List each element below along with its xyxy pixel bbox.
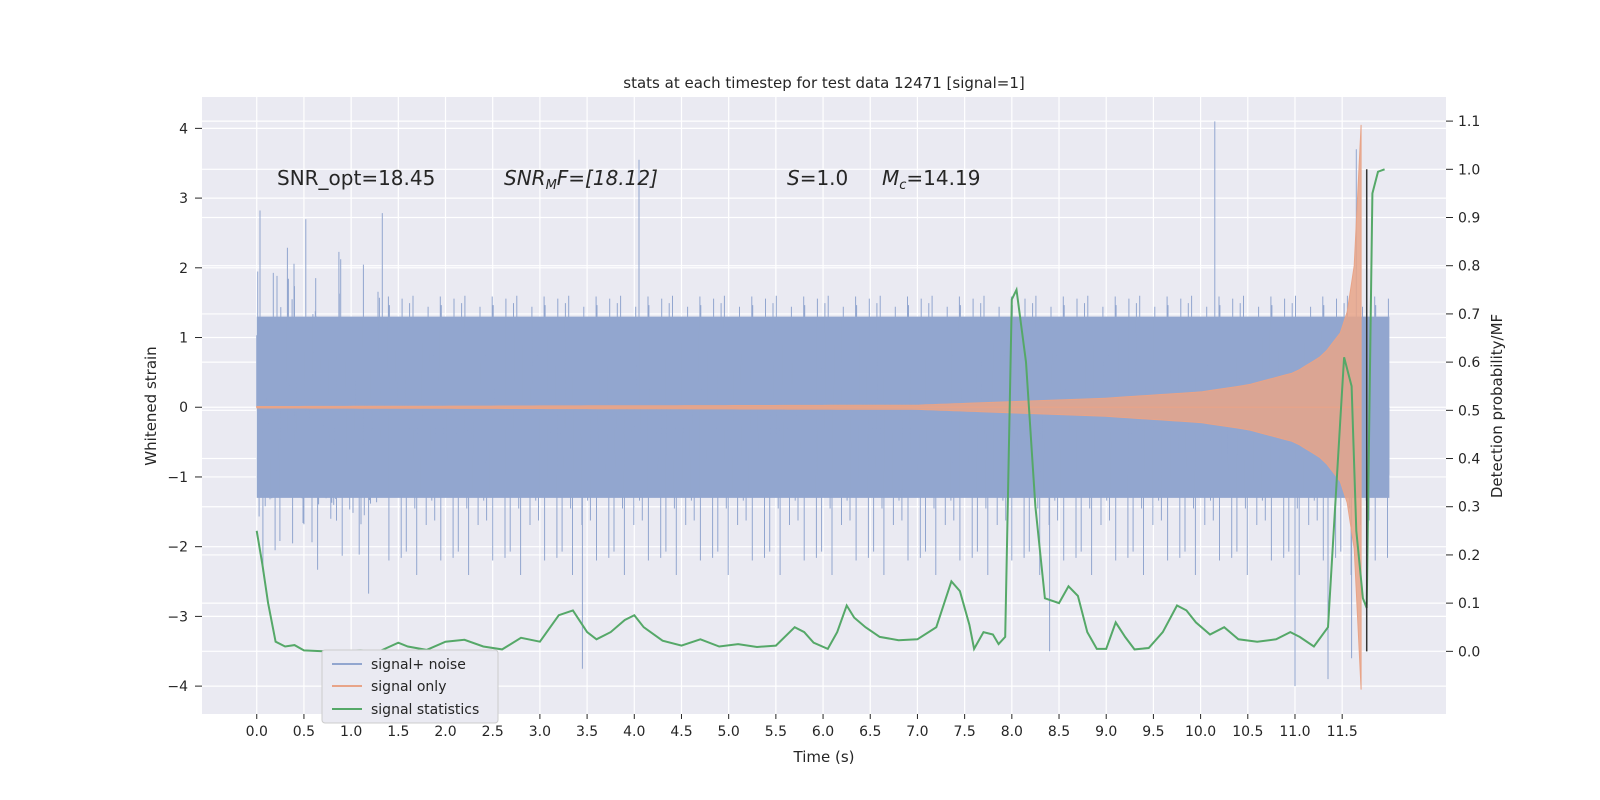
x-tick-label: 3.5 [576,724,598,740]
x-tick-label: 7.5 [954,724,976,740]
y-axis-ticks: 4 3 2 1 0 −1 −2 −3 −4 [167,121,202,695]
y2-tick-label: 0.0 [1458,644,1480,660]
y2-tick-label: 0.1 [1458,596,1480,612]
annotations: SNR_opt=18.45 SNRMF=[18.12] S=1.0 Mc=14.… [277,166,980,193]
x-tick-label: 9.5 [1142,724,1164,740]
annotation-snr-mf: SNRMF=[18.12] [504,166,658,193]
y2-tick-label: 0.2 [1458,548,1480,564]
y-tick-label: 2 [179,261,188,277]
y-tick-label: 0 [179,400,188,416]
y-tick-label: 4 [179,121,188,137]
y-tick-label: −4 [167,679,188,695]
x-tick-label: 0.0 [246,724,268,740]
legend-label-signal-statistics: signal statistics [371,702,479,718]
stats-line [255,168,1385,653]
annotation-mc: Mc=14.19 [882,166,980,193]
x-tick-label: 1.5 [387,724,409,740]
x-tick-label: 2.5 [482,724,504,740]
x-tick-label: 3.0 [529,724,551,740]
chart-title: stats at each timestep for test data 124… [623,74,1024,92]
y-axis-label: Whitened strain [142,346,160,465]
x-axis-label: Time (s) [793,748,855,766]
x-tick-label: 0.5 [293,724,315,740]
y-tick-label: 3 [179,191,188,207]
annotation-s: S=1.0 [787,166,848,190]
y2-tick-label: 0.8 [1458,259,1480,275]
y2-tick-label: 0.9 [1458,211,1480,227]
y2-tick-label: 1.0 [1458,162,1480,178]
x-tick-label: 7.0 [906,724,928,740]
y2-tick-label: 0.5 [1458,403,1480,419]
x-tick-label: 9.0 [1095,724,1117,740]
x-tick-label: 4.5 [670,724,692,740]
series-signal-statistics [255,168,1385,653]
x-tick-label: 6.0 [812,724,834,740]
series-signal-only [256,124,1362,690]
x-tick-label: 10.0 [1185,724,1216,740]
x-tick-label: 4.0 [623,724,645,740]
x-tick-label: 5.0 [718,724,740,740]
y-tick-label: −3 [167,609,188,625]
y2-tick-label: 1.1 [1458,114,1480,130]
y2-tick-label: 0.4 [1458,452,1480,468]
legend-label-signal-only: signal only [371,679,446,695]
x-tick-label: 8.5 [1048,724,1070,740]
x-axis-ticks: 0.0 0.5 1.0 1.5 2.0 2.5 3.0 3.5 4.0 4.5 5.0 5.5 6.0 6… [246,714,1358,740]
y2-tick-label: 0.6 [1458,355,1480,371]
x-tick-label: 6.5 [859,724,881,740]
x-tick-label: 2.0 [434,724,456,740]
x-tick-label: 11.0 [1279,724,1310,740]
y-tick-label: −2 [167,540,188,556]
legend-box [321,649,499,724]
x-tick-label: 5.5 [765,724,787,740]
annotation-snr-opt: SNR_opt=18.45 [277,166,435,190]
y2-axis-ticks: 1.1 1.0 0.9 0.8 0.7 0.6 0.5 0.4 0.3 0.2 0.1 0.0 [1446,114,1480,660]
y2-axis-label: Detection probability/MF [1488,314,1506,498]
y2-tick-label: 0.7 [1458,307,1480,323]
legend: signal+ noise signal only signal statist… [321,649,499,724]
x-tick-label: 8.0 [1001,724,1023,740]
x-tick-label: 1.0 [340,724,362,740]
y-tick-label: −1 [167,470,188,486]
y2-tick-label: 0.3 [1458,500,1480,516]
x-tick-label: 11.5 [1327,724,1358,740]
y-tick-label: 1 [179,331,188,347]
x-tick-label: 10.5 [1232,724,1263,740]
legend-label-signal-noise: signal+ noise [371,657,466,673]
